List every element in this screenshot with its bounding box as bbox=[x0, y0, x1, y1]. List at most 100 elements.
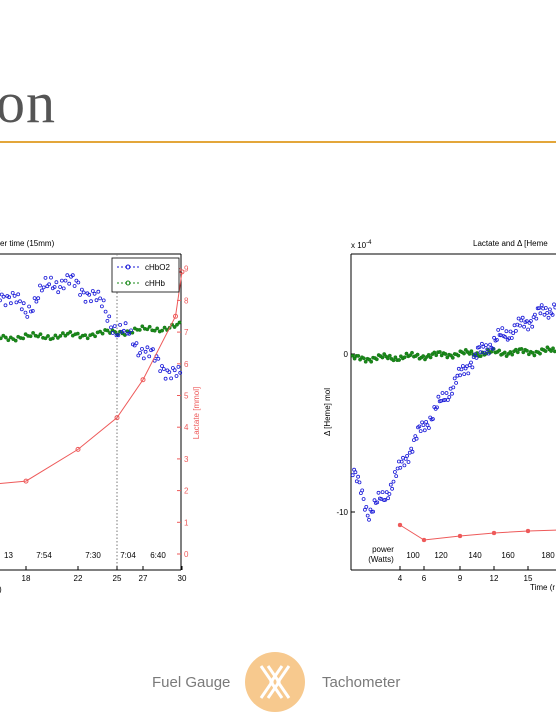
chbo2-point bbox=[528, 319, 533, 323]
chbo2-point bbox=[0, 298, 2, 303]
chbo2-point bbox=[440, 391, 445, 395]
chhb-point bbox=[83, 333, 88, 338]
chhb-point bbox=[137, 328, 142, 332]
x-tick-label: 30 bbox=[178, 574, 187, 583]
chbo2-point bbox=[405, 453, 409, 458]
chhb-point bbox=[352, 356, 357, 361]
chhb-point bbox=[0, 336, 3, 341]
chbo2-point bbox=[78, 293, 82, 297]
chhb-point bbox=[36, 334, 40, 339]
x-tick-label: 9 bbox=[458, 574, 463, 583]
chhb-point bbox=[350, 353, 355, 358]
chbo2-point bbox=[547, 307, 552, 312]
chbo2-point bbox=[27, 304, 32, 309]
chhb-point bbox=[380, 355, 385, 360]
chbo2-point bbox=[125, 331, 130, 336]
chbo2-point bbox=[83, 299, 88, 304]
chbo2-point bbox=[134, 341, 139, 345]
left-y2-axis: 0 1 2 3 4 5 6 7 8 9 bbox=[177, 265, 189, 559]
chbo2-point bbox=[406, 460, 411, 464]
chbo2-point bbox=[105, 319, 110, 323]
chbo2-point bbox=[174, 374, 179, 378]
right-lactate-group bbox=[397, 522, 556, 543]
chbo2-point bbox=[145, 345, 150, 350]
chbo2-point bbox=[530, 324, 535, 329]
chhb-point bbox=[78, 335, 83, 340]
chbo2-point bbox=[524, 319, 529, 323]
chbo2-point bbox=[526, 327, 531, 332]
chbo2-point bbox=[92, 291, 97, 296]
chbo2-point bbox=[393, 470, 397, 474]
chbo2-point bbox=[141, 356, 146, 361]
chbo2-point bbox=[435, 405, 439, 410]
right-x-axis: 4 6 9 12 15 bbox=[398, 566, 533, 583]
chbo2-point bbox=[447, 395, 452, 399]
lactate-point bbox=[173, 313, 178, 319]
chbo2-point bbox=[486, 351, 491, 356]
right-y-exponent: x 10-4 bbox=[351, 240, 372, 250]
chbo2-point bbox=[365, 513, 370, 518]
lactate-point bbox=[179, 269, 185, 275]
chhb-point bbox=[152, 328, 157, 333]
fuel-gauge-label: Fuel Gauge bbox=[152, 674, 231, 691]
chhb-point bbox=[497, 348, 502, 353]
chhb-point bbox=[467, 352, 472, 356]
chbo2-point bbox=[474, 355, 479, 360]
x-tick-label: 6 bbox=[422, 574, 427, 583]
chbo2-point bbox=[101, 298, 106, 303]
chhb-point bbox=[410, 350, 414, 355]
chbo2-point bbox=[112, 324, 117, 328]
chbo2-point bbox=[553, 305, 556, 310]
chbo2-point bbox=[537, 306, 541, 310]
left-chart-title: er time (15mm) bbox=[0, 239, 55, 248]
left-lactate-group bbox=[0, 269, 185, 484]
chbo2-point bbox=[147, 354, 152, 359]
chbo2-point bbox=[417, 424, 422, 429]
chhb-point bbox=[175, 322, 179, 327]
chbo2-point bbox=[469, 360, 473, 365]
chhb-point bbox=[434, 353, 439, 358]
chbo2-point bbox=[431, 417, 435, 421]
chbo2-point bbox=[18, 299, 22, 304]
chhb-point bbox=[38, 332, 43, 337]
chbo2-point bbox=[96, 289, 101, 294]
chhb-point bbox=[404, 351, 409, 356]
chbo2-point bbox=[542, 312, 547, 317]
chbo2-point bbox=[391, 479, 396, 484]
chbo2-point bbox=[509, 336, 514, 340]
chbo2-point bbox=[121, 328, 126, 333]
chhb-point bbox=[443, 352, 448, 356]
chhb-point bbox=[462, 351, 466, 356]
x-tick-label: 18 bbox=[22, 574, 31, 583]
chbo2-point bbox=[418, 429, 423, 434]
chbo2-point bbox=[156, 356, 161, 361]
chbo2-point bbox=[380, 490, 385, 495]
chhb-point bbox=[402, 355, 407, 360]
chhb-point bbox=[502, 350, 507, 355]
chbo2-point bbox=[414, 436, 419, 441]
chbo2-point bbox=[19, 307, 24, 312]
chbo2-point bbox=[138, 351, 143, 355]
x-tick-label: 22 bbox=[74, 574, 83, 583]
chhb-point bbox=[75, 331, 80, 336]
chhb-point bbox=[46, 334, 50, 338]
chbo2-point bbox=[89, 299, 93, 304]
chbo2-point bbox=[459, 367, 464, 372]
chbo2-point bbox=[23, 310, 28, 315]
lactate-point bbox=[114, 415, 120, 421]
chbo2-point bbox=[522, 324, 527, 329]
chbo2-point bbox=[478, 350, 483, 355]
chhb-point bbox=[177, 320, 182, 325]
chbo2-point bbox=[47, 282, 51, 287]
chbo2-point bbox=[3, 303, 8, 308]
chbo2-point bbox=[363, 507, 367, 512]
chhb-point bbox=[478, 354, 483, 359]
chbo2-point bbox=[516, 316, 521, 321]
chbo2-point bbox=[70, 273, 75, 278]
chbo2-point bbox=[0, 292, 4, 297]
chbo2-point bbox=[367, 517, 371, 522]
title-divider bbox=[0, 141, 556, 143]
chbo2-point bbox=[161, 367, 166, 371]
chbo2-point bbox=[129, 328, 133, 333]
right-chart: x 10-4 Lactate and Δ [Heme Δ [Heme] mol … bbox=[323, 239, 556, 592]
